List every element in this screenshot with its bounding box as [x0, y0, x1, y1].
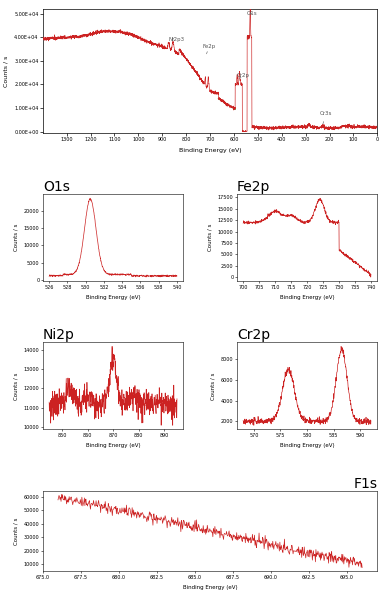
- Y-axis label: Counts / s: Counts / s: [207, 224, 212, 251]
- Text: Cr2p: Cr2p: [237, 328, 270, 343]
- Text: Cr3s: Cr3s: [320, 111, 332, 124]
- Text: F1s: F1s: [353, 477, 377, 491]
- X-axis label: Binding Energy (eV): Binding Energy (eV): [183, 585, 237, 590]
- X-axis label: Binding Energy (eV): Binding Energy (eV): [86, 443, 140, 448]
- Text: O1s: O1s: [246, 11, 257, 16]
- X-axis label: Binding Energy (eV): Binding Energy (eV): [179, 148, 241, 152]
- Y-axis label: Counts / s: Counts / s: [13, 372, 18, 399]
- Y-axis label: Counts / s: Counts / s: [13, 517, 18, 544]
- Y-axis label: Counts / s: Counts / s: [210, 372, 215, 399]
- Text: Fe2p: Fe2p: [203, 44, 216, 54]
- Y-axis label: Counts / s: Counts / s: [4, 55, 9, 87]
- X-axis label: Binding Energy (eV): Binding Energy (eV): [86, 295, 140, 300]
- Text: Cr2p: Cr2p: [237, 73, 250, 79]
- Y-axis label: Counts / s: Counts / s: [13, 224, 18, 251]
- X-axis label: Binding Energy (eV): Binding Energy (eV): [280, 295, 335, 300]
- Text: Ni2p: Ni2p: [43, 328, 75, 343]
- Text: Ni2p3: Ni2p3: [168, 37, 184, 42]
- X-axis label: Binding Energy (eV): Binding Energy (eV): [280, 443, 335, 448]
- Text: Fe2p: Fe2p: [237, 180, 270, 195]
- Text: O1s: O1s: [43, 180, 70, 195]
